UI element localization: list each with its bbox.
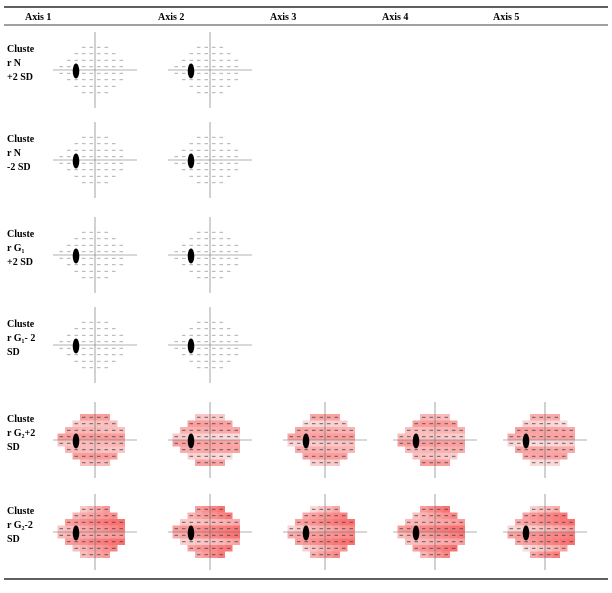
row-label: SD: [7, 347, 20, 358]
row-label: +2 SD: [7, 257, 33, 268]
column-header: Axis 1: [25, 12, 51, 23]
row-label: r G₁: [7, 243, 25, 254]
visual-field-plot: [283, 402, 367, 478]
row-label: r G₂-2: [7, 520, 33, 531]
blind-spot: [72, 153, 80, 169]
row-label: SD: [7, 534, 20, 545]
column-header: Axis 2: [158, 12, 184, 23]
visual-field-plot: [283, 494, 367, 570]
blind-spot: [302, 433, 310, 449]
row-label: r N: [7, 148, 22, 159]
visual-field-plot: [53, 494, 137, 570]
blind-spot: [187, 153, 195, 169]
blind-spot: [412, 525, 420, 541]
row-label: Cluste: [7, 44, 35, 55]
blind-spot: [522, 525, 530, 541]
blind-spot: [302, 525, 310, 541]
visual-field-plot: [53, 217, 137, 293]
blind-spot: [187, 63, 195, 79]
blind-spot: [72, 248, 80, 264]
column-header: Axis 4: [382, 12, 408, 23]
row-label: +2 SD: [7, 72, 33, 83]
blind-spot: [187, 525, 195, 541]
blind-spot: [72, 63, 80, 79]
row-label: r G₁- 2: [7, 333, 35, 344]
visual-field-plot: [503, 402, 587, 478]
visual-field-plot: [168, 402, 252, 478]
column-header: Axis 5: [493, 12, 519, 23]
blind-spot: [522, 433, 530, 449]
blind-spot: [187, 338, 195, 354]
visual-field-plot: [53, 122, 137, 198]
row-label: Cluste: [7, 229, 35, 240]
column-header: Axis 3: [270, 12, 296, 23]
row-label: Cluste: [7, 506, 35, 517]
visual-field-plot: [393, 494, 477, 570]
visual-field-plot: [503, 494, 587, 570]
blind-spot: [72, 338, 80, 354]
row-label: SD: [7, 442, 20, 453]
blind-spot: [187, 248, 195, 264]
visual-field-plot: [393, 402, 477, 478]
visual-field-plot: [53, 402, 137, 478]
blind-spot: [72, 525, 80, 541]
row-label: -2 SD: [7, 162, 31, 173]
blind-spot: [412, 433, 420, 449]
visual-field-plot: [168, 32, 252, 108]
visual-field-plot: [168, 494, 252, 570]
blind-spot: [187, 433, 195, 449]
row-label: Cluste: [7, 319, 35, 330]
row-label: r N: [7, 58, 22, 69]
row-label: r G₂+2: [7, 428, 35, 439]
visual-field-plot: [53, 307, 137, 383]
row-label: Cluste: [7, 134, 35, 145]
blind-spot: [72, 433, 80, 449]
visual-field-plot: [168, 307, 252, 383]
visual-field-plot: [53, 32, 137, 108]
visual-field-plot: [168, 217, 252, 293]
row-label: Cluste: [7, 414, 35, 425]
visual-field-plot: [168, 122, 252, 198]
